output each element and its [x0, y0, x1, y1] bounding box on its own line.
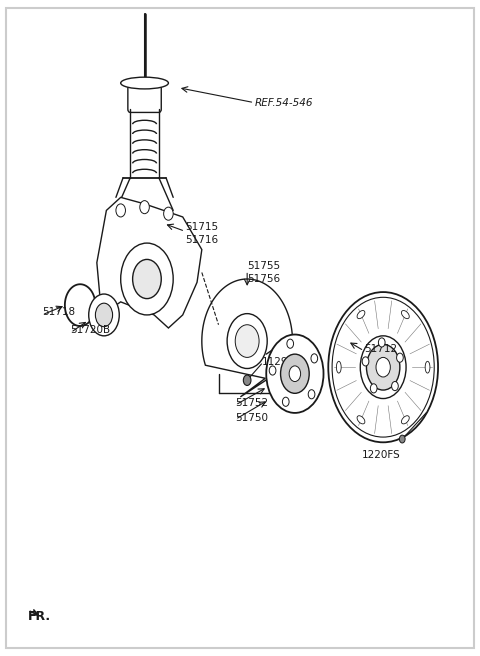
Text: 1129ED: 1129ED — [262, 357, 302, 367]
Text: 51716: 51716 — [185, 235, 218, 245]
Circle shape — [266, 335, 324, 413]
Circle shape — [282, 397, 289, 406]
Ellipse shape — [425, 361, 430, 373]
Circle shape — [281, 354, 309, 394]
Ellipse shape — [401, 310, 409, 319]
Circle shape — [392, 382, 398, 390]
Circle shape — [399, 435, 405, 443]
Text: 51756: 51756 — [247, 274, 280, 284]
Circle shape — [132, 259, 161, 298]
FancyBboxPatch shape — [128, 80, 161, 112]
Text: 51755: 51755 — [247, 261, 280, 271]
Circle shape — [376, 358, 390, 377]
Text: 51720B: 51720B — [71, 325, 111, 335]
Text: 51752: 51752 — [235, 398, 268, 408]
Circle shape — [227, 314, 267, 369]
Polygon shape — [202, 279, 292, 397]
Circle shape — [378, 338, 385, 347]
Circle shape — [371, 384, 377, 393]
Circle shape — [89, 294, 119, 336]
Ellipse shape — [357, 310, 365, 319]
Text: 1220FS: 1220FS — [362, 451, 400, 461]
Circle shape — [120, 243, 173, 315]
Circle shape — [362, 357, 369, 366]
Circle shape — [243, 375, 251, 386]
Circle shape — [96, 303, 113, 327]
Circle shape — [396, 353, 403, 362]
Text: 51715: 51715 — [185, 222, 218, 232]
Ellipse shape — [401, 416, 409, 424]
Circle shape — [235, 325, 259, 358]
Circle shape — [366, 344, 400, 390]
Text: 51750: 51750 — [235, 413, 268, 423]
Text: REF.54-546: REF.54-546 — [254, 98, 313, 108]
Circle shape — [311, 354, 318, 363]
Circle shape — [328, 292, 438, 442]
Ellipse shape — [357, 416, 365, 424]
Circle shape — [269, 366, 276, 375]
Circle shape — [308, 390, 315, 399]
Text: FR.: FR. — [28, 610, 51, 623]
Circle shape — [360, 336, 406, 399]
Circle shape — [289, 366, 300, 382]
Circle shape — [116, 204, 125, 217]
Text: 51718: 51718 — [42, 306, 75, 317]
Ellipse shape — [120, 77, 168, 89]
Circle shape — [287, 339, 294, 348]
Circle shape — [164, 207, 173, 220]
Text: 51712: 51712 — [364, 344, 397, 354]
Polygon shape — [97, 197, 202, 328]
Circle shape — [332, 297, 434, 437]
Circle shape — [140, 201, 149, 214]
Ellipse shape — [336, 361, 341, 373]
